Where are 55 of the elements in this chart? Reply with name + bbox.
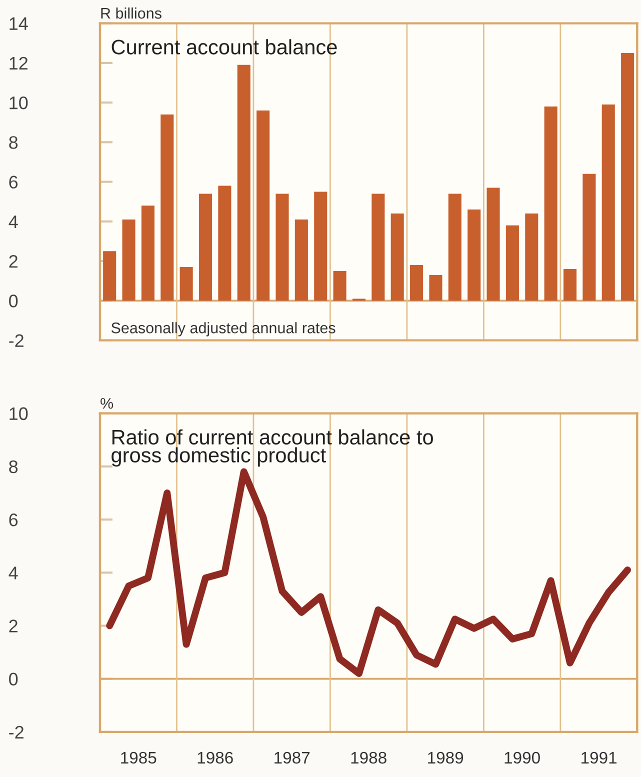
bar [160, 114, 174, 301]
bar [122, 219, 136, 301]
bar [314, 192, 328, 301]
y-tick-label: -2 [9, 334, 24, 347]
bar [602, 104, 615, 301]
x-tick-label: 1988 [351, 752, 386, 764]
y-tick-label: 8 [9, 460, 18, 474]
bar [429, 274, 442, 301]
y-tick-label: 14 [10, 17, 28, 30]
y-tick-label: 2 [9, 620, 18, 632]
bar [544, 106, 558, 301]
bar [621, 53, 634, 301]
bar [103, 251, 116, 301]
x-tick-label: 1986 [198, 752, 233, 764]
bar [448, 194, 462, 301]
bar [410, 265, 424, 301]
text: Current account balance [112, 39, 337, 54]
y-tick-label: 6 [9, 513, 18, 526]
y-tick-label: 10 [10, 407, 28, 420]
x-tick-label: 1990 [504, 752, 540, 764]
bar [198, 194, 212, 301]
y-axis-title: R billions [101, 7, 162, 19]
bar [180, 267, 193, 301]
x-tick-label: 1989 [428, 752, 464, 764]
bar [256, 110, 270, 301]
y-tick-label: 4 [8, 216, 18, 228]
bar [506, 225, 519, 301]
bar [563, 268, 577, 301]
bar [141, 206, 154, 301]
y-tick-label: 4 [8, 566, 18, 580]
bar [486, 188, 500, 301]
bar [237, 64, 250, 301]
y-tick-label: 10 [10, 96, 28, 110]
bar [276, 194, 289, 301]
x-tick-label: 1985 [121, 752, 156, 764]
x-tick-label: 1991 [582, 752, 617, 764]
bar [218, 186, 232, 301]
y-tick-label: 0 [9, 294, 18, 308]
annotation: Seasonally adjusted annual rates [111, 322, 336, 336]
bar [390, 214, 404, 301]
bar [525, 214, 538, 301]
bar [372, 194, 385, 301]
bar [333, 270, 346, 301]
bar [468, 210, 481, 301]
y-tick-label: 12 [10, 56, 28, 70]
y-tick-label: -2 [9, 726, 24, 738]
bar [294, 219, 308, 301]
y-tick-label: 2 [9, 255, 18, 268]
y-tick-label: 6 [9, 176, 18, 189]
x-tick-label: 1987 [274, 752, 310, 764]
text: Ratio of current account balance to gross domestic product [112, 429, 433, 467]
bar [582, 174, 596, 301]
y-tick-label: 0 [9, 672, 18, 686]
y-axis-title: % [100, 398, 114, 409]
y-tick-label: 8 [9, 136, 18, 149]
